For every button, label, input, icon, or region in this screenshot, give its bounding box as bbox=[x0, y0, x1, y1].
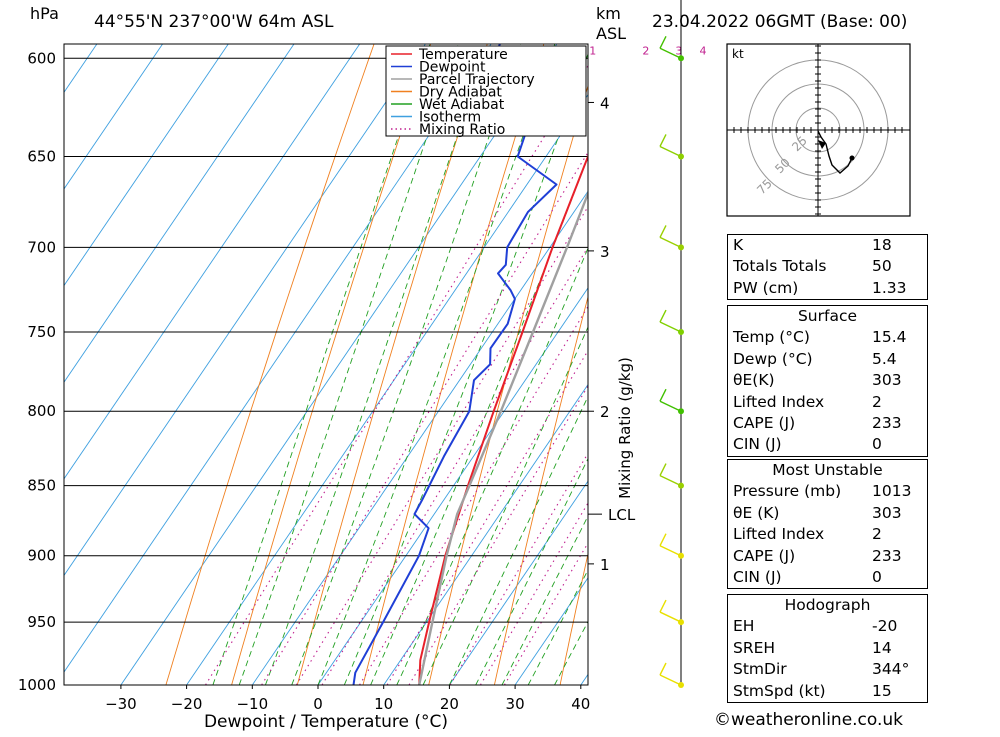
temperature-tick-label: 10 bbox=[374, 695, 393, 713]
hodograph-row: EH-20 bbox=[728, 616, 927, 637]
wind-level-dot bbox=[678, 682, 684, 688]
wind-profile bbox=[660, 0, 684, 688]
wind-barb bbox=[660, 476, 681, 486]
location-title: 44°55'N 237°00'W 64m ASL bbox=[94, 12, 334, 32]
wind-level-dot bbox=[678, 553, 684, 559]
pressure-unit-label: hPa bbox=[30, 4, 59, 23]
x-axis-title: Dewpoint / Temperature (°C) bbox=[204, 712, 448, 732]
pressure-tick-label: 650 bbox=[27, 147, 56, 165]
mixing-ratio-line bbox=[387, 58, 764, 685]
wind-level-dot bbox=[678, 153, 684, 159]
dry-adiabat-line bbox=[954, 0, 1000, 685]
valid-time: 23.04.2022 06GMT (Base: 00) bbox=[652, 12, 907, 32]
wind-level-dot bbox=[678, 483, 684, 489]
height-tick-label: 4 bbox=[600, 94, 610, 112]
lcl-label: LCL bbox=[608, 506, 636, 524]
wind-level-dot bbox=[678, 408, 684, 414]
wind-level-dot bbox=[678, 329, 684, 335]
wind-barb bbox=[660, 612, 681, 622]
temperature-tick-label: −30 bbox=[105, 695, 137, 713]
pressure-tick-label: 1000 bbox=[18, 676, 56, 694]
most-unstable-row: θE (K)303 bbox=[728, 503, 927, 524]
wind-barb bbox=[660, 401, 681, 411]
wind-barb bbox=[660, 322, 681, 332]
temperature-tick-label: 30 bbox=[506, 695, 525, 713]
most-unstable-row: CIN (J)0 bbox=[728, 567, 927, 588]
hodograph-end-dot bbox=[850, 156, 855, 161]
pressure-tick-label: 600 bbox=[27, 49, 56, 67]
height-unit-label: km bbox=[596, 4, 621, 23]
mixing-ratio-label: 1 bbox=[589, 44, 596, 57]
temperature-tick-label: −20 bbox=[171, 695, 203, 713]
pressure-tick-label: 750 bbox=[27, 323, 56, 341]
height-tick-label: 1 bbox=[600, 556, 610, 574]
credit-watermark: ©weatheronline.co.uk bbox=[714, 710, 903, 730]
wind-barb-flag bbox=[660, 389, 666, 401]
surface-title: Surface bbox=[728, 306, 927, 327]
wind-level-dot bbox=[678, 244, 684, 250]
hodograph-row: StmSpd (kt)15 bbox=[728, 681, 927, 702]
wind-barb-flag bbox=[660, 134, 666, 146]
wind-barb-flag bbox=[660, 600, 666, 612]
mixing-ratio-line bbox=[322, 58, 703, 685]
mixing-ratio-label: 4 bbox=[700, 44, 707, 57]
mixing-ratio-axis-title: Mixing Ratio (g/kg) bbox=[616, 357, 634, 499]
wind-barb bbox=[660, 546, 681, 556]
surface-panel: Surface Temp (°C)15.4 Dewp (°C)5.4 θE(K)… bbox=[727, 305, 928, 457]
wind-barb-flag bbox=[660, 464, 666, 476]
wind-barb bbox=[660, 237, 681, 247]
hodograph-title: Hodograph bbox=[728, 595, 927, 616]
pressure-tick-label: 950 bbox=[27, 613, 56, 631]
pressure-tick-label: 900 bbox=[27, 547, 56, 565]
wind-barb-flag bbox=[660, 36, 666, 48]
surface-row: CIN (J)0 bbox=[728, 434, 927, 455]
pressure-tick-label: 850 bbox=[27, 477, 56, 495]
hodograph-unit-label: kt bbox=[732, 47, 744, 61]
wind-barb bbox=[660, 675, 681, 685]
pressure-tick-label: 800 bbox=[27, 402, 56, 420]
most-unstable-row: Pressure (mb)1013 bbox=[728, 481, 927, 502]
index-row: PW (cm)1.33 bbox=[728, 278, 927, 299]
wind-barb-flag bbox=[660, 534, 666, 546]
legend-label: Mixing Ratio bbox=[419, 122, 505, 138]
mixing-ratio-label: 2 bbox=[642, 44, 649, 57]
surface-row: Temp (°C)15.4 bbox=[728, 327, 927, 348]
surface-row: θE(K)303 bbox=[728, 370, 927, 391]
wind-barb-flag bbox=[660, 310, 666, 322]
temperature-tick-label: 0 bbox=[313, 695, 323, 713]
temperature-tick-label: 40 bbox=[571, 695, 590, 713]
most-unstable-panel: Most Unstable Pressure (mb)1013 θE (K)30… bbox=[727, 459, 928, 589]
most-unstable-row: CAPE (J)233 bbox=[728, 546, 927, 567]
pressure-tick-label: 700 bbox=[27, 238, 56, 256]
isotherm-line bbox=[0, 0, 731, 685]
wind-level-dot bbox=[678, 55, 684, 61]
height-tick-label: 2 bbox=[600, 403, 610, 421]
most-unstable-title: Most Unstable bbox=[728, 460, 927, 481]
temperature-tick-label: −10 bbox=[236, 695, 268, 713]
wind-barb-flag bbox=[660, 663, 666, 675]
wind-level-dot bbox=[678, 619, 684, 625]
wind-barb-flag bbox=[660, 225, 666, 237]
height-unit-sublabel: ASL bbox=[596, 24, 626, 43]
surface-row: Dewp (°C)5.4 bbox=[728, 349, 927, 370]
surface-row: CAPE (J)233 bbox=[728, 413, 927, 434]
wind-barb bbox=[660, 146, 681, 156]
height-tick-label: 3 bbox=[600, 243, 610, 261]
temperature-tick-label: 20 bbox=[440, 695, 459, 713]
